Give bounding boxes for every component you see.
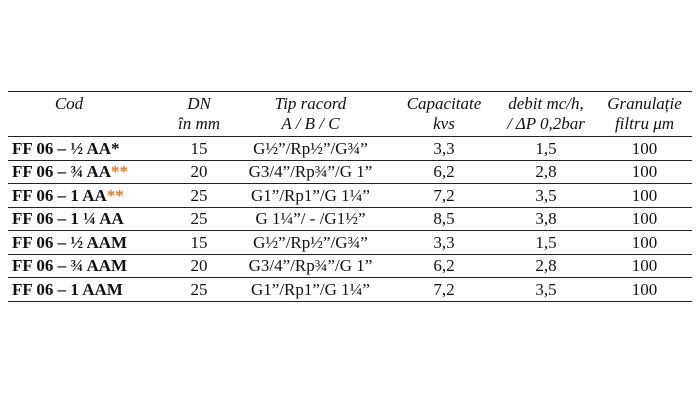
cell-debit: 3,5 bbox=[495, 183, 597, 207]
cell-code: FF 06 – ½ AAM bbox=[8, 230, 170, 254]
header-debit: debit mc/h, / ΔP 0,2bar bbox=[495, 93, 597, 137]
table-row: FF 06 – ½ AAM 15 G½”/Rp½”/G¾” 3,3 1,5 10… bbox=[8, 230, 692, 254]
cell-capacitate: 8,5 bbox=[393, 206, 495, 231]
cell-code: FF 06 – 1 ¼ AA bbox=[8, 206, 170, 231]
header-debit-line-1: debit mc/h, bbox=[508, 94, 584, 113]
code-text: FF 06 – ½ AAM bbox=[12, 232, 128, 252]
cell-granulatie: 100 bbox=[597, 159, 692, 184]
cell-granulatie: 100 bbox=[597, 183, 692, 207]
header-capacitate-line-2: kvs bbox=[433, 114, 455, 133]
cell-tip-racord: G3/4”/Rp¾”/G 1” bbox=[228, 159, 393, 184]
cell-dn: 15 bbox=[170, 230, 228, 254]
cell-dn: 25 bbox=[170, 277, 228, 302]
cell-capacitate: 3,3 bbox=[393, 230, 495, 254]
cell-capacitate: 6,2 bbox=[393, 159, 495, 184]
cell-dn: 15 bbox=[170, 136, 228, 160]
cell-capacitate: 3,3 bbox=[393, 136, 495, 160]
cell-dn: 25 bbox=[170, 183, 228, 207]
table-top-rule bbox=[8, 91, 692, 92]
cell-granulatie: 100 bbox=[597, 206, 692, 231]
cell-debit: 1,5 bbox=[495, 230, 597, 254]
code-text: FF 06 – 1 AAM bbox=[12, 279, 123, 299]
header-capacitate: Capacitate kvs bbox=[393, 93, 495, 137]
header-cod-line-1: Cod bbox=[54, 94, 84, 113]
table-header: Cod DN în mm Tip racord A / B / C Capaci… bbox=[8, 93, 692, 137]
cell-tip-racord: G½”/Rp½”/G¾” bbox=[228, 230, 393, 254]
header-granulatie: Granulație filtru μm bbox=[597, 93, 692, 137]
header-cod: Cod bbox=[8, 93, 170, 137]
header-tip-racord: Tip racord A / B / C bbox=[228, 93, 393, 137]
cell-granulatie: 100 bbox=[597, 230, 692, 254]
cell-tip-racord: G1”/Rp1”/G 1¼” bbox=[228, 277, 393, 302]
cell-tip-racord: G1”/Rp1”/G 1¼” bbox=[228, 183, 393, 207]
code-stars: ** bbox=[111, 162, 129, 182]
code-text: FF 06 – 1 AA bbox=[12, 185, 107, 205]
cell-granulatie: 100 bbox=[597, 277, 692, 302]
header-tip-line-1: Tip racord bbox=[274, 94, 347, 113]
cell-debit: 2,8 bbox=[495, 253, 597, 278]
cell-code: FF 06 – ¾ AA** bbox=[8, 159, 170, 184]
cell-granulatie: 100 bbox=[597, 253, 692, 278]
cell-dn: 25 bbox=[170, 206, 228, 231]
cell-capacitate: 7,2 bbox=[393, 183, 495, 207]
cell-capacitate: 7,2 bbox=[393, 277, 495, 302]
header-dn-line-2: în mm bbox=[177, 114, 221, 133]
cell-code: FF 06 – 1 AAM bbox=[8, 277, 170, 302]
header-dn: DN în mm bbox=[170, 93, 228, 137]
product-table: Cod DN în mm Tip racord A / B / C Capaci… bbox=[8, 93, 692, 302]
table-body: FF 06 – ½ AA* 15 G½”/Rp½”/G¾” 3,3 1,5 10… bbox=[8, 136, 692, 302]
cell-debit: 3,8 bbox=[495, 206, 597, 231]
table-row: FF 06 – ½ AA* 15 G½”/Rp½”/G¾” 3,3 1,5 10… bbox=[8, 136, 692, 160]
cell-tip-racord: G 1¼”/ - /G1½” bbox=[228, 206, 393, 231]
header-capacitate-line-1: Capacitate bbox=[406, 94, 482, 113]
cell-dn: 20 bbox=[170, 253, 228, 278]
header-debit-line-2: / ΔP 0,2bar bbox=[507, 114, 585, 133]
header-row: Cod DN în mm Tip racord A / B / C Capaci… bbox=[8, 93, 692, 137]
cell-debit: 3,5 bbox=[495, 277, 597, 302]
table-row: FF 06 – 1 AAM 25 G1”/Rp1”/G 1¼” 7,2 3,5 … bbox=[8, 277, 692, 302]
cell-capacitate: 6,2 bbox=[393, 253, 495, 278]
cell-tip-racord: G½”/Rp½”/G¾” bbox=[228, 136, 393, 160]
table-row: FF 06 – 1 AA** 25 G1”/Rp1”/G 1¼” 7,2 3,5… bbox=[8, 183, 692, 207]
code-text: FF 06 – 1 ¼ AA bbox=[12, 209, 124, 229]
cell-tip-racord: G3/4”/Rp¾”/G 1” bbox=[228, 253, 393, 278]
cell-code: FF 06 – ½ AA* bbox=[8, 136, 170, 160]
cell-granulatie: 100 bbox=[597, 136, 692, 160]
header-dn-line-1: DN bbox=[187, 94, 211, 113]
cell-debit: 2,8 bbox=[495, 159, 597, 184]
code-stars: ** bbox=[106, 185, 124, 205]
header-granulatie-line-2: filtru μm bbox=[614, 114, 675, 133]
cell-code: FF 06 – ¾ AAM bbox=[8, 253, 170, 278]
header-tip-line-2: A / B / C bbox=[281, 114, 340, 133]
cell-debit: 1,5 bbox=[495, 136, 597, 160]
code-text: FF 06 – ½ AA* bbox=[12, 138, 120, 158]
cell-dn: 20 bbox=[170, 159, 228, 184]
table-row: FF 06 – ¾ AAM 20 G3/4”/Rp¾”/G 1” 6,2 2,8… bbox=[8, 253, 692, 278]
header-granulatie-line-1: Granulație bbox=[607, 94, 682, 113]
table-row: FF 06 – ¾ AA** 20 G3/4”/Rp¾”/G 1” 6,2 2,… bbox=[8, 159, 692, 184]
code-text: FF 06 – ¾ AAM bbox=[12, 256, 128, 276]
table-row: FF 06 – 1 ¼ AA 25 G 1¼”/ - /G1½” 8,5 3,8… bbox=[8, 206, 692, 231]
cell-code: FF 06 – 1 AA** bbox=[8, 183, 170, 207]
code-text: FF 06 – ¾ AA bbox=[12, 162, 112, 182]
